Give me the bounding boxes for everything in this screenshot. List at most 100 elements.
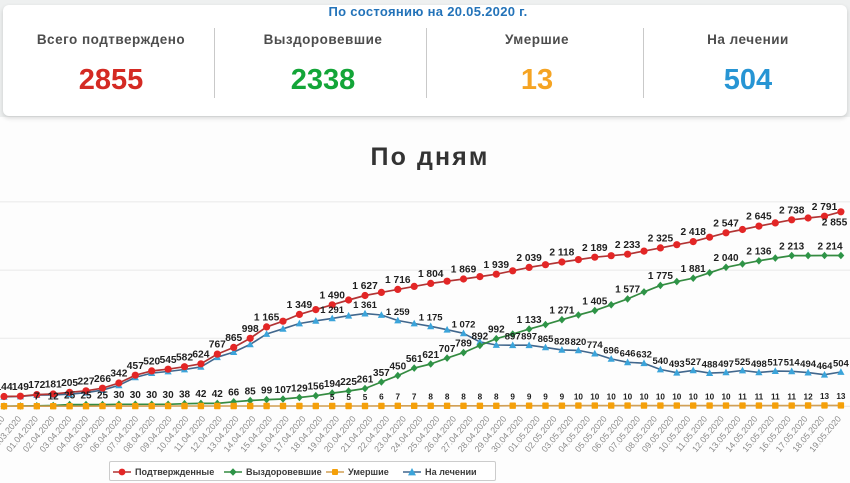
svg-text:1 405: 1 405 [582, 296, 607, 307]
svg-text:1 577: 1 577 [615, 285, 640, 296]
svg-text:9: 9 [527, 393, 532, 402]
svg-text:561: 561 [406, 354, 423, 365]
svg-text:25: 25 [64, 390, 76, 401]
svg-text:520: 520 [143, 357, 160, 368]
svg-text:1 271: 1 271 [549, 306, 574, 317]
svg-text:2 791: 2 791 [812, 202, 838, 213]
svg-text:172: 172 [28, 380, 45, 391]
svg-text:2 189: 2 189 [582, 243, 608, 254]
svg-text:8: 8 [461, 393, 466, 402]
svg-text:497: 497 [718, 359, 734, 370]
svg-text:7: 7 [412, 393, 417, 402]
svg-text:5: 5 [346, 393, 351, 402]
svg-text:10: 10 [656, 392, 666, 401]
svg-text:621: 621 [422, 350, 439, 361]
svg-text:1 133: 1 133 [517, 315, 542, 326]
svg-text:2 118: 2 118 [549, 248, 574, 259]
svg-text:488: 488 [702, 360, 718, 371]
svg-text:1 775: 1 775 [648, 271, 673, 282]
svg-text:13: 13 [820, 392, 830, 401]
svg-text:144: 144 [0, 382, 13, 393]
svg-text:828: 828 [554, 336, 570, 347]
svg-text:493: 493 [669, 359, 685, 370]
svg-text:10: 10 [623, 392, 633, 401]
svg-text:10: 10 [705, 392, 715, 401]
svg-text:494: 494 [800, 359, 817, 370]
svg-text:514: 514 [784, 358, 801, 369]
svg-text:2 136: 2 136 [746, 247, 771, 258]
svg-text:225: 225 [340, 377, 357, 388]
svg-text:2 547: 2 547 [713, 218, 739, 229]
svg-text:9: 9 [510, 393, 515, 402]
svg-text:1 175: 1 175 [419, 313, 443, 324]
svg-text:30: 30 [163, 390, 175, 401]
svg-text:2 040: 2 040 [713, 253, 738, 264]
svg-text:357: 357 [373, 368, 390, 379]
svg-text:342: 342 [110, 369, 127, 380]
svg-text:696: 696 [603, 345, 619, 356]
svg-text:545: 545 [160, 355, 177, 366]
svg-text:11: 11 [771, 392, 780, 401]
svg-text:1 165: 1 165 [254, 313, 280, 324]
svg-text:525: 525 [735, 357, 752, 368]
svg-text:30: 30 [146, 390, 158, 401]
svg-text:2 418: 2 418 [680, 227, 706, 238]
svg-text:42: 42 [195, 389, 207, 400]
svg-text:789: 789 [455, 338, 472, 349]
svg-text:820: 820 [570, 337, 586, 348]
svg-text:6: 6 [379, 393, 384, 402]
svg-text:181: 181 [45, 380, 62, 391]
svg-text:646: 646 [620, 349, 636, 360]
svg-text:865: 865 [538, 334, 555, 345]
svg-text:1 627: 1 627 [352, 281, 378, 292]
svg-text:2 214: 2 214 [817, 241, 842, 252]
svg-text:767: 767 [209, 340, 226, 351]
svg-text:9: 9 [560, 393, 565, 402]
svg-text:7: 7 [34, 392, 40, 403]
svg-text:1 804: 1 804 [418, 269, 444, 280]
svg-text:998: 998 [242, 324, 259, 335]
svg-text:261: 261 [357, 374, 374, 385]
svg-text:1 291: 1 291 [320, 305, 344, 316]
svg-text:8: 8 [445, 393, 450, 402]
svg-text:66: 66 [228, 388, 240, 399]
svg-text:707: 707 [439, 344, 456, 355]
svg-text:1 881: 1 881 [681, 264, 706, 275]
svg-text:892: 892 [472, 331, 489, 342]
svg-text:7: 7 [396, 393, 401, 402]
svg-text:992: 992 [488, 325, 505, 336]
svg-text:42: 42 [212, 389, 224, 400]
svg-text:1 072: 1 072 [452, 320, 476, 331]
svg-text:632: 632 [636, 350, 652, 361]
svg-text:11: 11 [755, 392, 764, 401]
svg-text:99: 99 [261, 385, 273, 396]
svg-text:10: 10 [607, 392, 617, 401]
svg-text:527: 527 [685, 357, 701, 368]
svg-text:266: 266 [94, 374, 111, 385]
svg-text:897: 897 [521, 332, 537, 343]
svg-text:504: 504 [833, 358, 850, 369]
svg-text:194: 194 [324, 379, 341, 390]
svg-text:2 233: 2 233 [615, 240, 641, 251]
svg-text:2 213: 2 213 [779, 241, 804, 252]
svg-text:450: 450 [389, 361, 406, 372]
svg-text:2 738: 2 738 [779, 205, 805, 216]
svg-text:517: 517 [767, 358, 783, 369]
svg-text:1 259: 1 259 [386, 307, 410, 318]
svg-text:107: 107 [275, 385, 292, 396]
svg-text:1 361: 1 361 [353, 300, 377, 311]
svg-text:11: 11 [738, 392, 747, 401]
svg-text:498: 498 [751, 359, 767, 370]
svg-text:464: 464 [817, 361, 834, 372]
svg-text:11: 11 [787, 392, 796, 401]
svg-text:8: 8 [428, 393, 433, 402]
svg-text:540: 540 [652, 356, 668, 367]
svg-text:129: 129 [291, 383, 308, 394]
svg-text:774: 774 [587, 340, 604, 351]
svg-text:865: 865 [225, 333, 242, 344]
svg-text:10: 10 [574, 392, 584, 401]
svg-text:10: 10 [721, 392, 731, 401]
svg-text:149: 149 [12, 382, 29, 393]
svg-text:2 325: 2 325 [648, 234, 674, 245]
svg-text:9: 9 [543, 393, 548, 402]
